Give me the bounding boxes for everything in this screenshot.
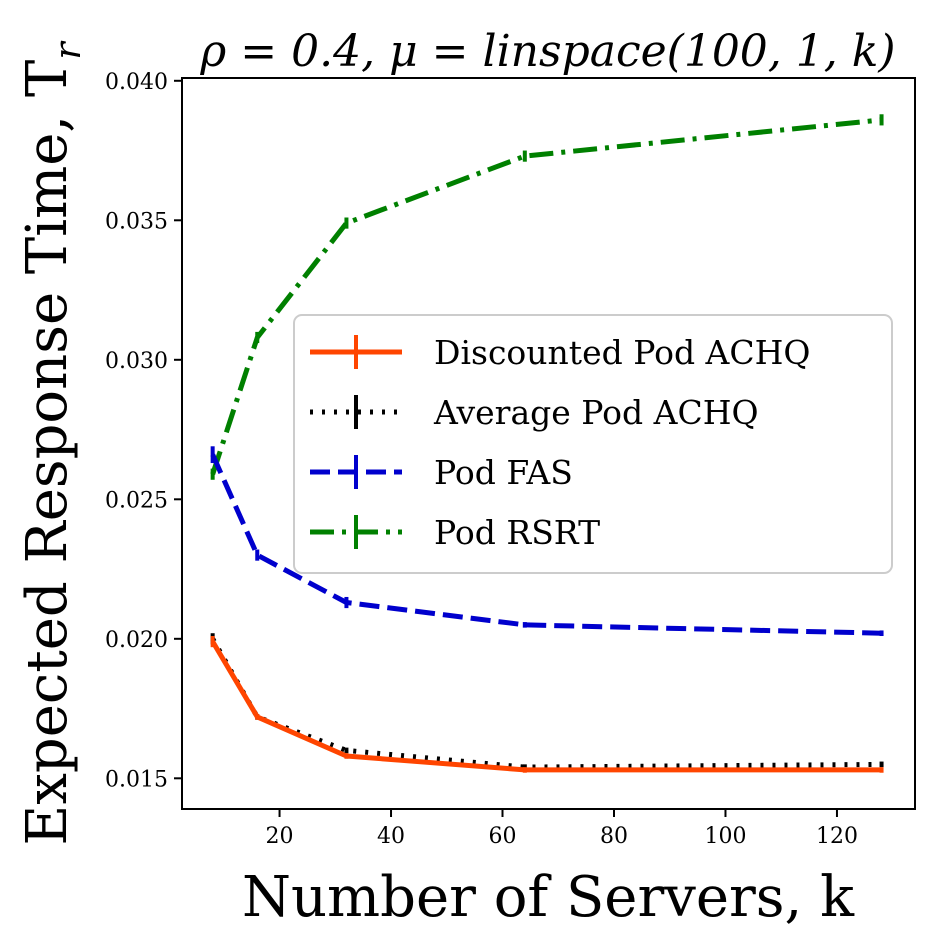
plot-frame bbox=[181, 77, 916, 810]
legend-label: Discounted Pod ACHQ bbox=[434, 333, 810, 372]
data-point bbox=[523, 623, 527, 627]
x-tick-label: 20 bbox=[266, 824, 294, 849]
data-point bbox=[880, 768, 884, 772]
legend-label: Pod RSRT bbox=[434, 513, 600, 552]
series-pod-rsrt bbox=[210, 114, 884, 480]
legend-entries: Discounted Pod ACHQ Average Pod ACHQ Pod F… bbox=[310, 333, 810, 552]
y-tick-label: 0.040 bbox=[105, 70, 168, 95]
data-point bbox=[344, 748, 348, 752]
data-point bbox=[211, 640, 215, 644]
legend-label: Pod FAS bbox=[434, 453, 573, 492]
y-tick-label: 0.020 bbox=[105, 628, 168, 653]
plot-area: 20 40 60 80 100 120 0.015 0.020 0.025 0.030 0.035… bbox=[105, 70, 916, 849]
data-point bbox=[344, 601, 348, 605]
data-point bbox=[211, 453, 215, 457]
series-layer bbox=[210, 114, 884, 773]
series-average-pod-achq bbox=[210, 633, 884, 770]
data-point bbox=[255, 335, 259, 339]
data-point bbox=[880, 631, 884, 635]
series-line bbox=[210, 637, 882, 770]
legend-box bbox=[293, 314, 893, 574]
x-axis-label: Number of Servers, k bbox=[242, 865, 855, 930]
y-tick-label: 0.035 bbox=[105, 209, 168, 234]
y-tick-label: 0.025 bbox=[105, 488, 168, 513]
y-tick-label: 0.030 bbox=[105, 349, 168, 374]
y-axis-label-main: Expected Response Time, T bbox=[15, 60, 80, 846]
y-axis-label: Expected Response Time, Tr bbox=[15, 41, 89, 846]
y-axis-ticks: 0.015 0.020 0.025 0.030 0.035 0.040 bbox=[105, 70, 182, 792]
data-point bbox=[344, 221, 348, 225]
series-line bbox=[210, 117, 882, 475]
x-tick-label: 80 bbox=[600, 824, 628, 849]
chart-title: ρ = 0.4, μ = linspace(100, 1, k) bbox=[199, 26, 895, 77]
x-tick-label: 40 bbox=[377, 824, 405, 849]
data-point bbox=[523, 768, 527, 772]
series-discounted-pod-achq bbox=[210, 636, 884, 773]
y-tick-label: 0.015 bbox=[105, 767, 168, 792]
data-point bbox=[255, 553, 259, 557]
data-point bbox=[255, 715, 259, 719]
series-line bbox=[210, 640, 882, 773]
x-tick-label: 120 bbox=[816, 824, 858, 849]
x-axis-ticks: 20 40 60 80 100 120 bbox=[266, 809, 858, 849]
legend-entry: Pod FAS bbox=[310, 453, 573, 492]
data-point bbox=[880, 762, 884, 766]
legend-entry: Pod RSRT bbox=[310, 513, 600, 552]
legend: Discounted Pod ACHQ Average Pod ACHQ Pod F… bbox=[293, 314, 893, 574]
legend-label: Average Pod ACHQ bbox=[433, 393, 759, 432]
x-tick-label: 60 bbox=[489, 824, 517, 849]
series-pod-fas bbox=[210, 446, 884, 637]
legend-entry: Average Pod ACHQ bbox=[310, 393, 759, 432]
legend-entry: Discounted Pod ACHQ bbox=[310, 333, 810, 372]
x-tick-label: 100 bbox=[704, 824, 746, 849]
y-axis-label-subscript: r bbox=[48, 41, 89, 60]
data-point bbox=[211, 472, 215, 476]
data-point bbox=[880, 118, 884, 122]
data-point bbox=[523, 154, 527, 158]
data-point bbox=[344, 754, 348, 758]
